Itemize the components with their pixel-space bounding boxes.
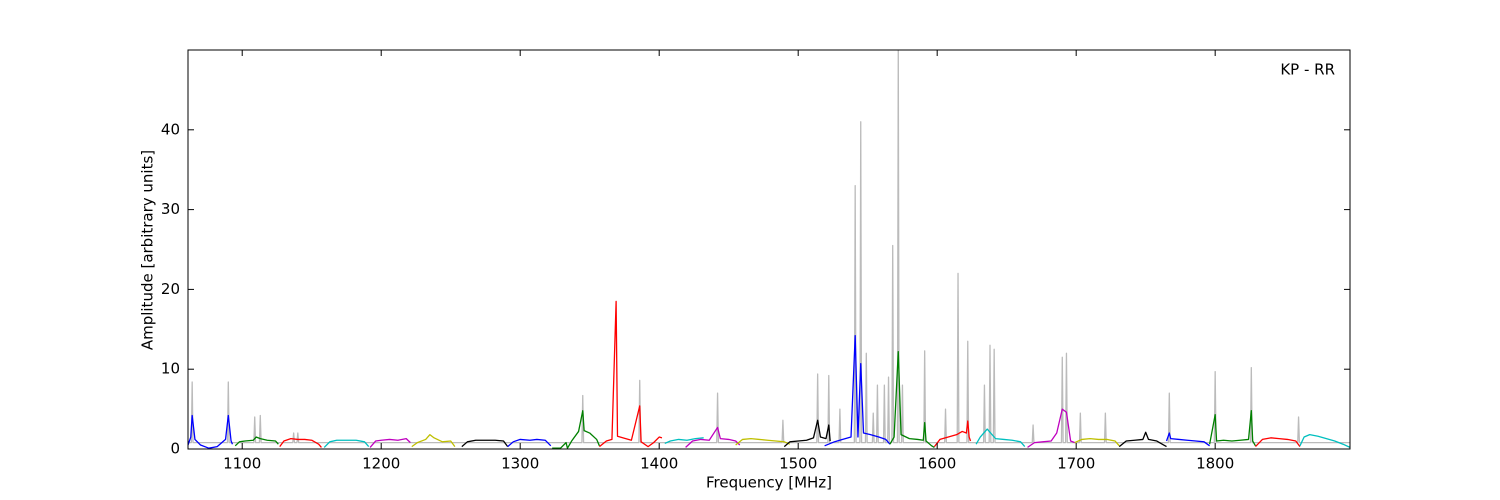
series-line: [1118, 431, 1167, 448]
y-tick-label: 10: [161, 360, 180, 378]
series-line: [188, 50, 1350, 444]
series-line: [323, 439, 370, 448]
series-line: [1208, 410, 1257, 447]
series-line: [1074, 437, 1120, 447]
series-line: [461, 439, 509, 448]
series-line: [664, 437, 704, 445]
series-line: [279, 437, 322, 448]
x-axis-label: Frequency [MHz]: [706, 474, 832, 492]
series-line: [234, 436, 279, 447]
x-tick-label: 1100: [223, 455, 261, 473]
plot-marks: [188, 50, 1350, 449]
x-tick-label: 1200: [362, 455, 400, 473]
series-line: [1027, 408, 1076, 448]
series-line: [411, 433, 456, 448]
series-line: [188, 414, 234, 449]
series-line: [824, 335, 891, 447]
y-tick-label: 30: [161, 200, 180, 218]
y-axis-label: Amplitude [arbitrary units]: [139, 150, 157, 350]
x-tick-label: 1300: [501, 455, 539, 473]
series-line: [933, 420, 972, 448]
series-line: [889, 350, 935, 448]
plot-frame: [187, 49, 1351, 450]
series-line: [783, 419, 831, 448]
series-line: [599, 300, 663, 448]
x-tick-label: 1800: [1196, 455, 1234, 473]
x-tick-label: 1400: [640, 455, 678, 473]
y-tick-label: 20: [161, 280, 180, 298]
series-line: [552, 410, 601, 449]
series-line: [507, 438, 552, 448]
series-line: [735, 437, 791, 446]
series-line: [1299, 433, 1350, 448]
series-line: [1255, 437, 1301, 448]
x-tick-label: 1700: [1057, 455, 1095, 473]
series-line: [1165, 432, 1210, 447]
x-tick-label: 1500: [779, 455, 817, 473]
series-line: [975, 428, 1026, 448]
annotation: KP - RR: [1280, 61, 1335, 79]
series-line: [685, 426, 741, 448]
y-tick-label: 0: [170, 440, 180, 458]
series-line: [369, 437, 411, 448]
x-tick-label: 1600: [918, 455, 956, 473]
y-tick-label: 40: [161, 120, 180, 138]
